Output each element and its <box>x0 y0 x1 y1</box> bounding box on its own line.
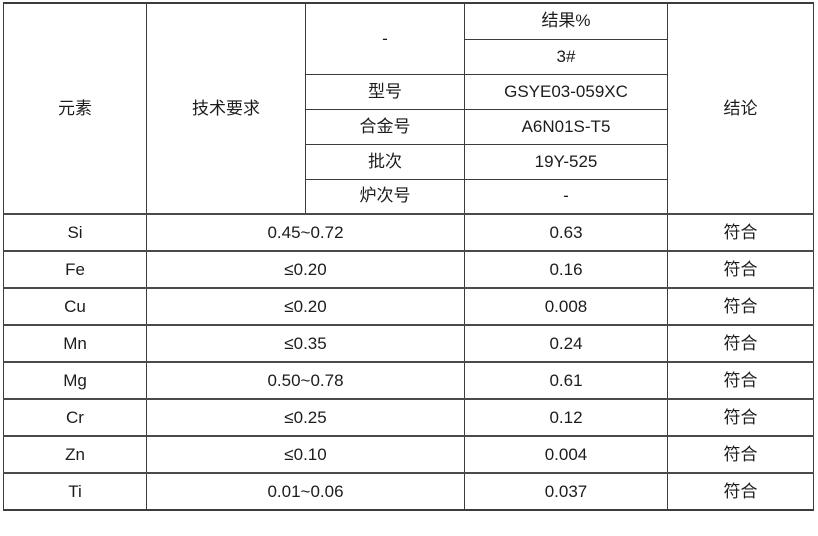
result-cell: 0.16 <box>464 250 668 289</box>
element-cell: Zn <box>3 435 147 474</box>
header-heat-value: - <box>464 178 668 215</box>
header-sample-id: 3# <box>464 38 668 75</box>
header-result-percent-label: 结果% <box>464 2 668 40</box>
conclusion-cell: 符合 <box>667 324 814 363</box>
element-cell: Cr <box>3 398 147 437</box>
header-requirement-label: 技术要求 <box>146 2 306 215</box>
header-batch-value: 19Y-525 <box>464 143 668 180</box>
element-cell: Mg <box>3 361 147 400</box>
element-cell: Fe <box>3 250 147 289</box>
requirement-cell: ≤0.10 <box>146 435 465 474</box>
conclusion-cell: 符合 <box>667 287 814 326</box>
result-cell: 0.61 <box>464 361 668 400</box>
conclusion-cell: 符合 <box>667 435 814 474</box>
element-cell: Ti <box>3 472 147 511</box>
header-heat-label: 炉次号 <box>305 178 465 215</box>
requirement-cell: 0.01~0.06 <box>146 472 465 511</box>
header-row-sample: 3# <box>4 38 814 75</box>
element-cell: Si <box>3 213 147 252</box>
requirement-cell: 0.45~0.72 <box>146 213 465 252</box>
table-row-ti: Ti 0.01~0.06 0.037 符合 <box>3 472 814 511</box>
table-row-si: Si 0.45~0.72 0.63 符合 <box>3 213 814 252</box>
result-cell: 0.63 <box>464 213 668 252</box>
header-model-label: 型号 <box>305 73 465 110</box>
conclusion-cell: 符合 <box>667 398 814 437</box>
table-row-zn: Zn ≤0.10 0.004 符合 <box>3 435 814 474</box>
element-cell: Cu <box>3 287 147 326</box>
conclusion-cell: 符合 <box>667 250 814 289</box>
table-body: Si 0.45~0.72 0.63 符合 Fe ≤0.20 0.16 符合 Cu… <box>3 213 814 511</box>
header-row-result: 元素 技术要求 - 结果% 结论 <box>3 2 814 215</box>
element-cell: Mn <box>3 324 147 363</box>
header-conclusion-label: 结论 <box>667 2 814 215</box>
result-cell: 0.12 <box>464 398 668 437</box>
conclusion-cell: 符合 <box>667 361 814 400</box>
result-cell: 0.008 <box>464 287 668 326</box>
table-row-cu: Cu ≤0.20 0.008 符合 <box>3 287 814 326</box>
composition-report-table: 元素 技术要求 - 结果% 结论 3# 型号 GSYE03-059XC 合金号 … <box>3 2 814 511</box>
header-row-batch: 批次 19Y-525 <box>4 143 814 180</box>
header-alloy-value: A6N01S-T5 <box>464 108 668 145</box>
conclusion-cell: 符合 <box>667 472 814 511</box>
header-element-label: 元素 <box>3 2 147 215</box>
header-row-alloy: 合金号 A6N01S-T5 <box>4 108 814 145</box>
table-header: 元素 技术要求 - 结果% 结论 3# 型号 GSYE03-059XC 合金号 … <box>3 2 814 215</box>
requirement-cell: ≤0.20 <box>146 250 465 289</box>
conclusion-cell: 符合 <box>667 213 814 252</box>
requirement-cell: ≤0.35 <box>146 324 465 363</box>
requirement-cell: ≤0.25 <box>146 398 465 437</box>
header-model-value: GSYE03-059XC <box>464 73 668 110</box>
table-row-cr: Cr ≤0.25 0.12 符合 <box>3 398 814 437</box>
result-cell: 0.004 <box>464 435 668 474</box>
table-row-fe: Fe ≤0.20 0.16 符合 <box>3 250 814 289</box>
header-spec-dash: - <box>305 2 465 75</box>
table-row-mg: Mg 0.50~0.78 0.61 符合 <box>3 361 814 400</box>
requirement-cell: 0.50~0.78 <box>146 361 465 400</box>
result-cell: 0.24 <box>464 324 668 363</box>
header-alloy-label: 合金号 <box>305 108 465 145</box>
header-row-heat: 炉次号 - <box>4 178 814 215</box>
result-cell: 0.037 <box>464 472 668 511</box>
requirement-cell: ≤0.20 <box>146 287 465 326</box>
header-row-model: 型号 GSYE03-059XC <box>4 73 814 110</box>
header-batch-label: 批次 <box>305 143 465 180</box>
table-row-mn: Mn ≤0.35 0.24 符合 <box>3 324 814 363</box>
